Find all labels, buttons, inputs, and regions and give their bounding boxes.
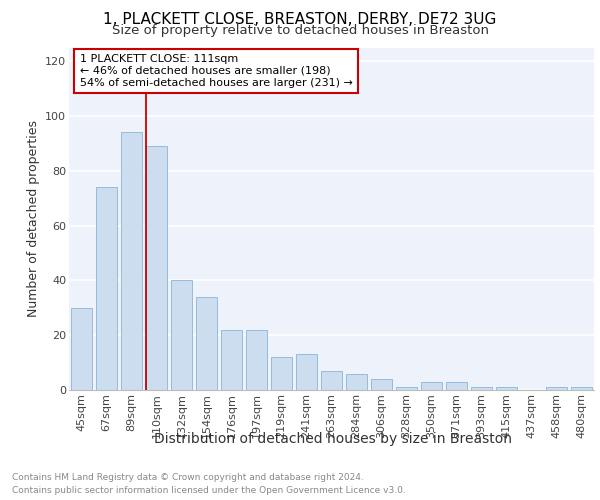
Text: Contains public sector information licensed under the Open Government Licence v3: Contains public sector information licen… <box>12 486 406 495</box>
Bar <box>321 371 342 390</box>
Bar <box>271 357 292 390</box>
Bar <box>371 379 392 390</box>
Bar <box>571 388 592 390</box>
Bar <box>496 388 517 390</box>
Text: Contains HM Land Registry data © Crown copyright and database right 2024.: Contains HM Land Registry data © Crown c… <box>12 472 364 482</box>
Text: Distribution of detached houses by size in Breaston: Distribution of detached houses by size … <box>154 432 512 446</box>
Bar <box>446 382 467 390</box>
Bar <box>196 297 217 390</box>
Bar <box>71 308 92 390</box>
Bar <box>296 354 317 390</box>
Bar <box>396 388 417 390</box>
Bar <box>171 280 192 390</box>
Bar <box>471 388 492 390</box>
Bar <box>421 382 442 390</box>
Bar <box>146 146 167 390</box>
Bar <box>221 330 242 390</box>
Text: 1 PLACKETT CLOSE: 111sqm
← 46% of detached houses are smaller (198)
54% of semi-: 1 PLACKETT CLOSE: 111sqm ← 46% of detach… <box>79 54 352 88</box>
Bar <box>346 374 367 390</box>
Text: 1, PLACKETT CLOSE, BREASTON, DERBY, DE72 3UG: 1, PLACKETT CLOSE, BREASTON, DERBY, DE72… <box>103 12 497 28</box>
Bar <box>546 388 567 390</box>
Bar <box>246 330 267 390</box>
Bar <box>121 132 142 390</box>
Text: Size of property relative to detached houses in Breaston: Size of property relative to detached ho… <box>112 24 488 37</box>
Bar <box>96 187 117 390</box>
Y-axis label: Number of detached properties: Number of detached properties <box>26 120 40 318</box>
